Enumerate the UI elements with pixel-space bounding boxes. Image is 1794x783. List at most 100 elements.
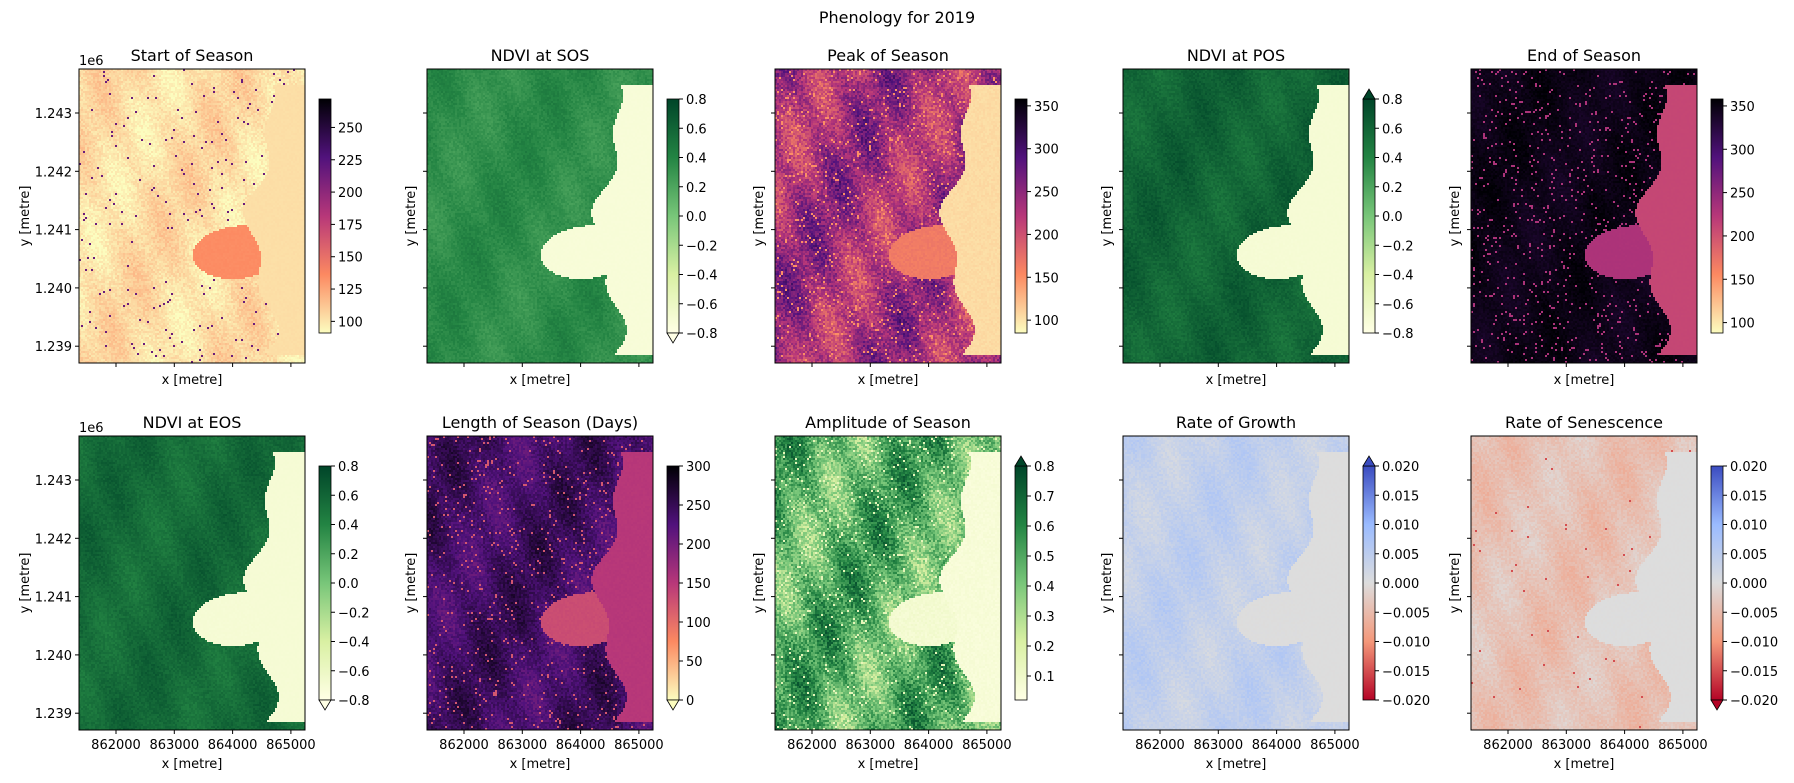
x-tick-label: 862000 — [1135, 738, 1185, 753]
colorbar-tick-label: 0.000 — [1730, 577, 1767, 592]
colorbar-tick-label: 0.8 — [338, 460, 359, 475]
x-tick-label: 862000 — [439, 738, 489, 753]
colorbar-tick-label: −0.8 — [338, 694, 370, 709]
colorbar-gradient — [318, 465, 332, 701]
axes-frame — [78, 435, 306, 731]
colorbar-tick-label: 0.000 — [1382, 577, 1419, 592]
colorbar-tick-label: −0.4 — [1382, 269, 1414, 284]
raster-map-9 — [1471, 436, 1697, 730]
y-axis-label: y [metre] — [752, 553, 767, 614]
colorbar-tick-label: −0.020 — [1382, 694, 1430, 709]
x-tick-label: 865000 — [1310, 738, 1360, 753]
x-axis-label: x [metre] — [1206, 373, 1267, 388]
colorbar-tick-label: 0.3 — [1034, 610, 1055, 625]
x-tick-label: 864000 — [556, 738, 606, 753]
colorbar-tick-label: −0.8 — [686, 327, 718, 342]
colorbar-tick-label: −0.6 — [1382, 298, 1414, 313]
colorbar-tick-label: 0.8 — [686, 93, 707, 108]
colorbar-gradient — [318, 98, 332, 334]
colorbar-extend-max-triangle — [1362, 88, 1376, 100]
colorbar-gradient — [666, 98, 680, 334]
colorbar-tick-label: 0.6 — [1034, 520, 1055, 535]
x-axis-label: x [metre] — [510, 373, 571, 388]
colorbar-tick-label: 0.010 — [1730, 519, 1767, 534]
colorbar-tick-label: −0.020 — [1730, 694, 1778, 709]
raster-map-5 — [79, 436, 305, 730]
axes-frame — [774, 68, 1002, 364]
colorbar-tick-label: 0.020 — [1730, 460, 1767, 475]
colorbar-gradient — [1014, 465, 1028, 701]
colorbar-tick-label: 100 — [338, 315, 363, 330]
y-tick-label: 1.239 — [35, 340, 72, 355]
panel-title: NDVI at POS — [1187, 46, 1285, 65]
colorbar: 100 125 150 175 200 225 250 — [318, 98, 363, 334]
panel-5: NDVI at EOS 1.243 1.242 1.241 1.240 1.239 1e6 8… — [18, 413, 370, 772]
y-axis-label: y [metre] — [1448, 553, 1463, 614]
axes-frame — [426, 435, 654, 731]
y-tick-label: 1.242 — [35, 165, 72, 180]
x-axis-label: x [metre] — [510, 757, 571, 772]
colorbar-tick-label: 150 — [1730, 273, 1755, 288]
panel-8: Rate of Growth 862000 863000 864000 865000 x … — [1100, 413, 1430, 772]
colorbar-tick-label: 225 — [338, 154, 363, 169]
x-tick-label: 863000 — [1193, 738, 1243, 753]
axes-frame — [1122, 68, 1350, 364]
y-axis-label: y [metre] — [404, 553, 419, 614]
colorbar-gradient — [1362, 465, 1376, 701]
colorbar-tick-label: 0.6 — [1382, 122, 1403, 137]
colorbar-tick-label: 175 — [338, 218, 363, 233]
colorbar-tick-label: 250 — [338, 121, 363, 136]
colorbar: −0.8 −0.6 −0.4 −0.2 0.0 0.2 0.4 0.6 0.8 — [1362, 88, 1414, 342]
colorbar: −0.8 −0.6 −0.4 −0.2 0.0 0.2 0.4 0.6 0.8 — [666, 93, 718, 344]
panel-0: Start of Season 1.243 1.242 1.241 1.240 1.239… — [18, 46, 363, 388]
colorbar-tick-label: 200 — [1034, 228, 1059, 243]
raster-map-0 — [79, 69, 305, 363]
colorbar-tick-label: −0.010 — [1730, 636, 1778, 651]
panel-4: End of Season x [metre] y [metre] 100 150 200… — [1448, 46, 1755, 388]
y-axis-label: y [metre] — [752, 186, 767, 247]
colorbar-tick-label: 300 — [1034, 143, 1059, 158]
colorbar-tick-label: 0.0 — [1382, 210, 1403, 225]
colorbar-tick-label: 250 — [686, 499, 711, 514]
colorbar-extend-max-triangle — [1362, 455, 1376, 467]
colorbar: 100 150 200 250 300 350 — [1014, 98, 1059, 334]
x-tick-label: 863000 — [497, 738, 547, 753]
colorbar-tick-label: 0.015 — [1382, 489, 1419, 504]
colorbar-tick-label: 0.8 — [1382, 93, 1403, 108]
colorbar-tick-label: 200 — [338, 186, 363, 201]
y-tick-label: 1.241 — [35, 591, 72, 606]
colorbar-tick-label: −0.2 — [1382, 239, 1414, 254]
axes-frame — [1470, 68, 1698, 364]
x-axis-label: x [metre] — [162, 757, 223, 772]
x-tick-label: 864000 — [1600, 738, 1650, 753]
colorbar-tick-label: 350 — [1034, 100, 1059, 115]
x-tick-label: 864000 — [904, 738, 954, 753]
colorbar-tick-label: 350 — [1730, 100, 1755, 115]
colorbar-tick-label: 100 — [686, 616, 711, 631]
y-tick-label: 1.243 — [35, 107, 72, 122]
raster-map-7 — [775, 436, 1001, 730]
colorbar-tick-label: 0.010 — [1382, 519, 1419, 534]
colorbar-tick-label: 0.4 — [338, 519, 359, 534]
x-tick-label: 863000 — [149, 738, 199, 753]
axes-frame — [426, 68, 654, 364]
x-axis-label: x [metre] — [858, 373, 919, 388]
x-axis-label: x [metre] — [162, 373, 223, 388]
y-tick-label: 1.240 — [35, 282, 72, 297]
y-tick-label: 1.239 — [35, 707, 72, 722]
colorbar-tick-label: 200 — [1730, 230, 1755, 245]
colorbar-tick-label: −0.4 — [338, 636, 370, 651]
panel-6: Length of Season (Days) 862000 863000 86400… — [404, 413, 711, 772]
colorbar-tick-label: −0.6 — [686, 298, 718, 313]
colorbar-tick-label: −0.2 — [686, 239, 718, 254]
x-tick-label: 865000 — [614, 738, 664, 753]
axes-frame — [774, 435, 1002, 731]
colorbar-tick-label: 0.2 — [686, 181, 707, 196]
panel-title: Length of Season (Days) — [442, 413, 638, 432]
colorbar-tick-label: 0.0 — [686, 210, 707, 225]
colorbar-tick-label: 0.4 — [1382, 152, 1403, 167]
colorbar-tick-label: 250 — [1730, 187, 1755, 202]
raster-map-1 — [427, 69, 653, 363]
colorbar-tick-label: 250 — [1034, 186, 1059, 201]
